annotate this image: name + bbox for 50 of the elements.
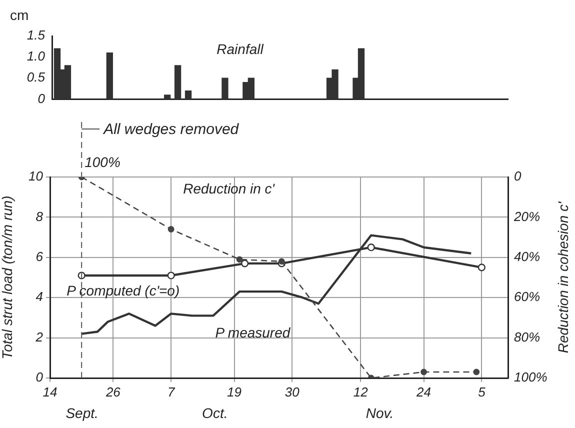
x-tick-label: 14 xyxy=(42,384,58,400)
text: Nov. xyxy=(366,405,394,421)
y-tick-label: 4 xyxy=(36,289,43,304)
y2-tick-label: 40% xyxy=(514,249,540,264)
y-tick-label: 8 xyxy=(36,208,44,224)
x-tick-label: 5 xyxy=(478,384,486,400)
point xyxy=(167,272,175,280)
x-tick-label: 26 xyxy=(104,384,122,400)
bar xyxy=(106,52,113,100)
annotation: Rainfall xyxy=(216,41,264,57)
x-tick-label: 7 xyxy=(167,384,176,400)
y-tick-label: 0 xyxy=(38,90,46,106)
y-axis-title: Total strut load (ton/m run) xyxy=(0,196,15,360)
point xyxy=(478,264,486,272)
y-axis-title: cm xyxy=(10,7,29,23)
annotation: 100% xyxy=(84,154,120,170)
y-tick-label: 1.5 xyxy=(26,28,46,43)
y2-axis-title: Reduction in cohesion c' xyxy=(555,200,571,354)
y2-tick-label: 20% xyxy=(513,208,540,224)
text: Reduction in c' xyxy=(183,180,276,196)
text: Sept. xyxy=(66,405,98,421)
x-tick-label: 12 xyxy=(353,384,369,400)
bar xyxy=(174,65,182,100)
y-tick-label: 2 xyxy=(34,329,44,344)
point xyxy=(168,226,174,232)
y2-tick-label: 60% xyxy=(514,289,540,304)
y-tick-label: 0 xyxy=(36,370,44,385)
y2-tick-label: 80% xyxy=(514,329,540,344)
y2-tick-label: 0 xyxy=(514,168,522,184)
y-tick-label: 6 xyxy=(36,249,44,264)
series-label: P computed (c'=o) xyxy=(66,282,180,298)
point xyxy=(367,244,375,252)
y2-tick-label: 100% xyxy=(514,370,548,385)
point xyxy=(240,260,249,268)
point xyxy=(278,258,285,265)
x-tick-label: 19 xyxy=(227,384,242,400)
y-tick-label: 10 xyxy=(28,168,44,184)
y-tick-label: 1.0 xyxy=(26,48,46,64)
series-label: P measured xyxy=(215,324,292,341)
ref-line-label: All wedges removed xyxy=(102,121,240,138)
point xyxy=(473,368,480,376)
x-tick-label: 24 xyxy=(416,384,432,400)
bar xyxy=(222,78,228,100)
bar xyxy=(164,94,171,100)
point xyxy=(236,256,243,263)
point xyxy=(420,368,427,376)
y-tick-label: 0.5 xyxy=(26,70,46,85)
bar xyxy=(184,90,192,100)
text: Oct. xyxy=(202,405,228,421)
x-tick-label: 30 xyxy=(284,384,300,400)
